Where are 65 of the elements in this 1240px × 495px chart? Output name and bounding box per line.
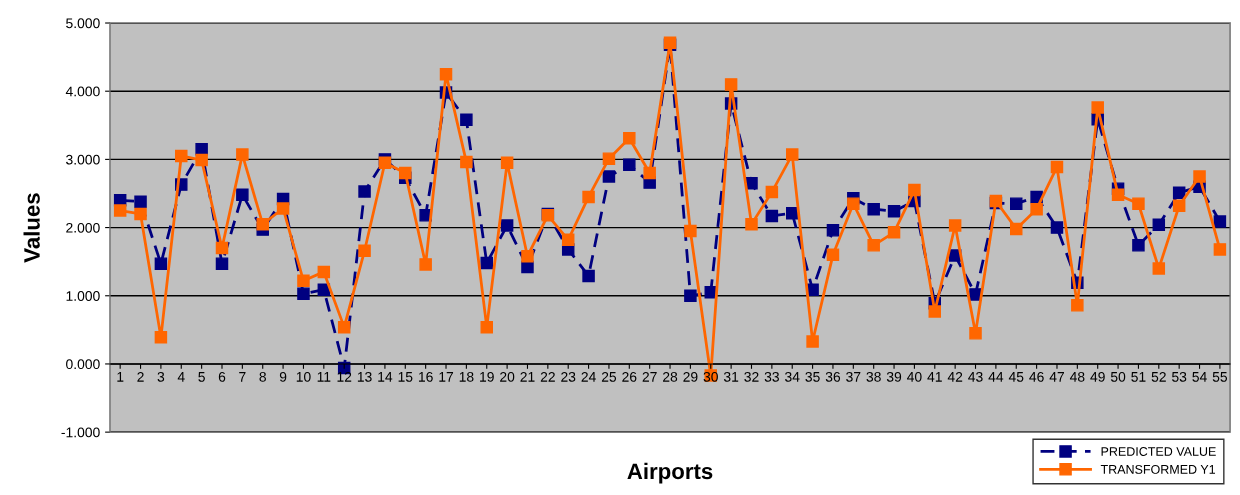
y-tick-label: 0.000 — [66, 359, 100, 370]
x-tick-label: 14 — [378, 372, 393, 382]
x-tick-label: 52 — [1151, 371, 1166, 382]
x-tick-label: 23 — [561, 371, 576, 382]
x-tick-label: 38 — [866, 371, 881, 382]
x-tick-label: 6 — [218, 371, 226, 382]
y-tick-label: 4.000 — [65, 86, 100, 97]
x-tick-label: 32 — [744, 371, 759, 382]
x-tick-label: 3 — [157, 371, 165, 382]
x-tick-label: 9 — [279, 371, 287, 382]
x-axis-title: Airports — [627, 462, 713, 484]
x-tick-label: 11 — [317, 372, 331, 382]
x-tick-label: 49 — [1090, 371, 1105, 382]
x-tick-label: 36 — [825, 371, 841, 382]
x-tick-label: 47 — [1049, 372, 1064, 382]
legend-label: TRANSFORMED Y1 — [1100, 464, 1216, 474]
x-tick-label: 35 — [805, 371, 820, 382]
x-tick-label: 46 — [1029, 371, 1044, 382]
x-tick-label: 29 — [683, 371, 698, 382]
x-tick-label: 2 — [137, 371, 144, 382]
x-tick-label: 40 — [907, 371, 922, 382]
x-tick-label: 44 — [988, 372, 1004, 382]
x-tick-label: 51 — [1131, 372, 1146, 382]
x-tick-label: 18 — [459, 371, 474, 382]
x-tick-label: 7 — [239, 372, 246, 382]
x-tick-label: 48 — [1069, 371, 1085, 382]
x-tick-label: 24 — [581, 371, 596, 382]
x-tick-label: 37 — [846, 371, 861, 382]
x-tick-label: 33 — [764, 371, 779, 382]
y-tick-label: 3.000 — [66, 154, 100, 165]
x-tick-label: 42 — [947, 371, 963, 382]
x-tick-label: 26 — [622, 371, 637, 382]
x-tick-label: 55 — [1212, 372, 1228, 382]
x-tick-label: 54 — [1192, 372, 1207, 382]
x-tick-label: 5 — [198, 372, 205, 382]
x-tick-label: 21 — [520, 371, 535, 382]
x-tick-label: 28 — [663, 371, 678, 382]
x-tick-label: 8 — [259, 371, 266, 382]
legend-label: PREDICTED VALUE — [1101, 447, 1216, 456]
x-tick-label: 19 — [480, 371, 494, 382]
x-tick-label: 4 — [177, 372, 185, 382]
x-tick-label: 45 — [1008, 372, 1024, 382]
x-tick-label: 1 — [117, 372, 124, 382]
x-tick-label: 27 — [642, 371, 657, 382]
x-tick-label: 50 — [1110, 371, 1126, 382]
y-tick-label: 1.000 — [66, 291, 100, 301]
x-tick-label: 39 — [886, 371, 902, 382]
x-tick-label: 16 — [418, 371, 433, 382]
x-tick-label: 15 — [398, 372, 413, 382]
x-tick-label: 53 — [1172, 371, 1187, 382]
x-tick-label: 43 — [968, 371, 983, 382]
x-tick-label: 34 — [785, 371, 800, 382]
y-axis-title: Values — [23, 193, 40, 263]
x-tick-label: 22 — [540, 371, 555, 382]
x-tick-label: 12 — [337, 371, 352, 382]
x-tick-label: 31 — [723, 371, 739, 382]
x-tick-label: 13 — [357, 371, 372, 382]
x-tick-label: 10 — [296, 371, 311, 382]
y-tick-label: -1.000 — [61, 427, 100, 438]
y-tick-label: 2.000 — [66, 222, 100, 233]
x-tick-label: 25 — [601, 371, 617, 382]
x-tick-label: 41 — [927, 372, 942, 382]
x-tick-label: 17 — [439, 372, 454, 382]
y-tick-label: 5.000 — [66, 18, 100, 29]
x-tick-label: 20 — [500, 371, 515, 382]
